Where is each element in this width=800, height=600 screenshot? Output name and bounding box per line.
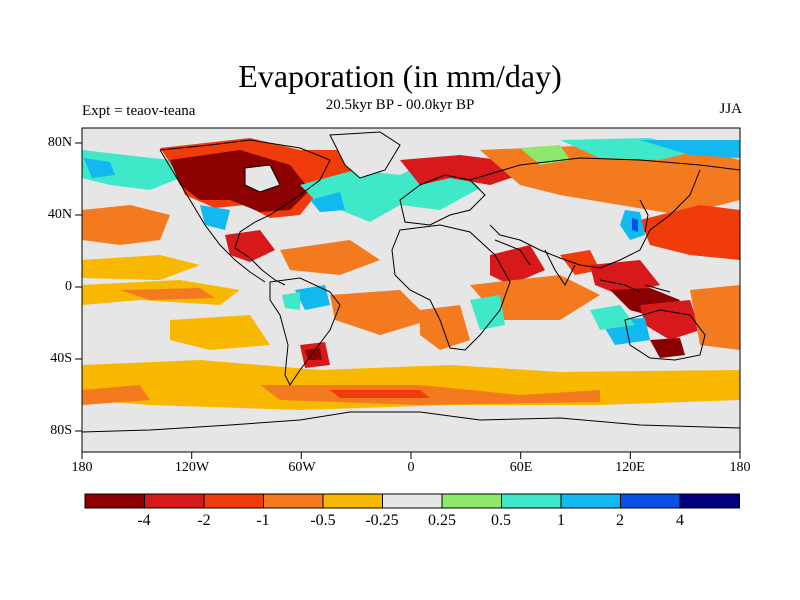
experiment-label: Expt = teaov-teana bbox=[82, 103, 196, 119]
chart-title: Evaporation (in mm/day) bbox=[238, 58, 562, 94]
japan-deep-blue bbox=[632, 218, 638, 232]
north-atlantic-blue-patch bbox=[310, 192, 345, 212]
asia-coast bbox=[469, 157, 740, 269]
chart-subtitle: 20.5kyr BP - 00.0kyr BP bbox=[325, 97, 475, 113]
south-atlantic-orange bbox=[330, 290, 430, 335]
lat-label-80s: 80S bbox=[50, 423, 72, 438]
lat-label-40s: 40S bbox=[50, 351, 72, 366]
greenland-region bbox=[330, 132, 400, 178]
hudson-bay bbox=[245, 165, 280, 192]
indonesia-coast bbox=[599, 279, 671, 293]
antarctica-coast bbox=[82, 411, 740, 433]
colorbar-label-8: 2 bbox=[616, 512, 624, 529]
axis-ticks bbox=[75, 142, 741, 459]
colorbar-swatch-8 bbox=[560, 493, 621, 509]
lon-label-180e: 180 bbox=[729, 460, 751, 475]
lat-label-0: 0 bbox=[65, 279, 72, 294]
lon-label-60w: 60W bbox=[288, 460, 316, 475]
colorbar-swatch-1 bbox=[144, 493, 205, 509]
colorbar-swatch-2 bbox=[203, 493, 264, 509]
colorbar-label-5: 0.25 bbox=[428, 512, 456, 529]
hudson-bay-coast bbox=[244, 164, 281, 193]
indian-ocean-cyan bbox=[590, 305, 635, 330]
europe-coast bbox=[399, 174, 486, 226]
eurasia-red-band bbox=[400, 155, 520, 185]
brazil-blue-patch bbox=[295, 285, 330, 310]
amazon-cyan bbox=[282, 292, 300, 310]
caribbean-red bbox=[225, 230, 275, 262]
lat-label-80n: 80N bbox=[47, 135, 72, 150]
tropical-atlantic-orange bbox=[280, 240, 380, 275]
colorbar-label-0: -4 bbox=[137, 512, 151, 529]
us-blue-patch bbox=[200, 205, 230, 230]
arctic-green bbox=[520, 145, 570, 165]
colorbar-swatch-9 bbox=[620, 493, 681, 509]
africa-coast bbox=[391, 224, 511, 351]
ne-pacific-orange bbox=[82, 205, 170, 245]
lon-label-60e: 60E bbox=[509, 460, 533, 475]
arabia-india-coast bbox=[494, 239, 576, 286]
lon-label-120e: 120E bbox=[615, 460, 645, 475]
north-america-west-coast bbox=[159, 149, 266, 283]
colorbar-label-2: -1 bbox=[256, 512, 270, 529]
australia-dark-red bbox=[650, 338, 685, 358]
coastlines bbox=[82, 131, 740, 433]
north-pacific-cyan-band bbox=[82, 150, 180, 190]
arabian-sea-red bbox=[490, 245, 545, 285]
colorbar-label-7: 1 bbox=[557, 512, 565, 529]
patagonia-dark-red bbox=[305, 348, 322, 360]
west-pacific-yellow bbox=[82, 255, 200, 280]
south-america-coast bbox=[269, 277, 341, 386]
colorbar bbox=[84, 493, 740, 509]
colorbar-swatch-3 bbox=[263, 493, 324, 509]
colorbar-swatch-4 bbox=[322, 493, 383, 509]
tropical-east-pacific-orange bbox=[120, 288, 215, 300]
japan-coast bbox=[639, 199, 649, 233]
colorbar-label-4: -0.25 bbox=[365, 512, 399, 529]
east-africa-cyan bbox=[470, 295, 505, 330]
west-africa-coast-orange bbox=[420, 305, 470, 350]
colorbar-label-9: 4 bbox=[676, 512, 684, 529]
maritime-continent-red bbox=[590, 260, 660, 295]
south-pacific-orange bbox=[690, 285, 740, 350]
colorbar-swatch-0 bbox=[84, 493, 145, 509]
canada-strong-decrease bbox=[170, 150, 310, 212]
season-label: JJA bbox=[719, 101, 742, 117]
southern-ocean-red bbox=[330, 390, 430, 398]
colorbar-swatch-5 bbox=[382, 493, 443, 509]
australia-coast bbox=[624, 309, 706, 361]
north-australia-red bbox=[640, 300, 700, 340]
se-pacific-yellow bbox=[170, 315, 270, 350]
indian-ocean-orange bbox=[470, 275, 600, 320]
greenland-coast bbox=[329, 131, 401, 179]
lat-label-40n: 40N bbox=[47, 207, 72, 222]
sw-pacific-orange bbox=[82, 385, 150, 405]
colorbar-swatch-7 bbox=[501, 493, 562, 509]
bay-of-bengal-orange bbox=[560, 250, 600, 275]
arctic-ocean-blue bbox=[640, 140, 740, 158]
north-pacific-blue-patch bbox=[84, 158, 115, 178]
lon-label-180w: 180 bbox=[71, 460, 93, 475]
lon-label-120w: 120W bbox=[174, 460, 210, 475]
colorbar-swatch-10 bbox=[679, 493, 740, 509]
north-america-coast bbox=[159, 139, 331, 286]
colorbar-label-3: -0.5 bbox=[310, 512, 336, 529]
lon-label-0: 0 bbox=[407, 460, 415, 475]
colorbar-swatch-6 bbox=[441, 493, 502, 509]
colorbar-label-6: 0.5 bbox=[491, 512, 511, 529]
colorbar-label-1: -2 bbox=[197, 512, 211, 529]
